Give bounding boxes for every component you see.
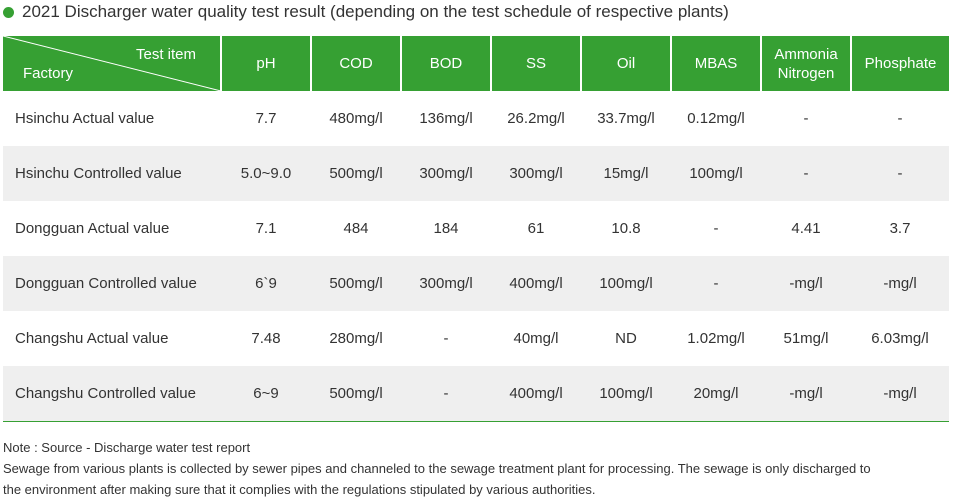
note-line: the environment after making sure that i… [3,482,596,497]
table-cell: 400mg/l [491,256,581,311]
column-header: Phosphate [850,36,949,91]
table-cell: -mg/l [761,256,851,311]
bullet-dot-icon [3,6,14,18]
table-row: Hsinchu Actual value 7.7 480mg/l 136mg/l 26.… [3,91,949,146]
table-cell: 500mg/l [311,256,401,311]
column-header: Ammonia Nitrogen [760,36,851,91]
table-cell: 400mg/l [491,366,581,422]
table-cell: - [803,110,809,127]
table-cell: 280mg/l [329,330,383,347]
table-cell: 1.02mg/l [687,330,745,347]
table-cell: ND [615,330,637,347]
table-cell: 6`9 [221,256,311,311]
table-cell: 33.7mg/l [597,110,655,127]
table-title: 2021 Discharger water quality test resul… [3,0,729,24]
table-cell: - [401,366,491,422]
factory-label: Factory [23,65,74,82]
title-text: 2021 Discharger water quality test resul… [22,2,729,21]
table-cell: -mg/l [851,256,949,311]
table-cell: 100mg/l [671,146,761,201]
table-cell: 480mg/l [329,110,383,127]
table-cell: 6~9 [221,366,311,422]
table-cell: - [713,220,719,237]
table-cell: 300mg/l [401,256,491,311]
table-cell: 10.8 [611,220,641,237]
table-row: Hsinchu Controlled value 5.0~9.0 500mg/l 30… [3,146,949,201]
table-cell: - [761,146,851,201]
test-item-label: Test item [135,46,196,63]
table-row: Dongguan Actual value 7.1 484 184 61 10.8 - 4.4… [3,201,949,256]
table-cell: 500mg/l [311,366,401,422]
table-cell: 184 [433,220,459,237]
table-cell: 300mg/l [491,146,581,201]
table-cell: 40mg/l [513,330,559,347]
table-row: Dongguan Controlled value 6`9 500mg/l 300mg… [3,256,949,311]
table-row: Changshu Controlled value 6~9 500mg/l -400m… [3,366,949,422]
table-cell: 51mg/l [783,330,829,347]
table-cell: - [897,110,903,127]
column-header: BOD [400,36,491,91]
note-source: Note : Source - Discharge water test rep… [3,440,251,455]
table-cell: 0.12mg/l [687,110,745,127]
table-cell: - [443,330,449,347]
table-cell: 500mg/l [311,146,401,201]
table-cell: 15mg/l [581,146,671,201]
table-cell: -mg/l [761,366,851,422]
table-cell: 300mg/l [401,146,491,201]
corner-header-cell: Test item Factory [3,36,221,91]
table-row: Changshu Actual value 7.48 280mg/l - 40mg/l N… [3,311,949,366]
table-cell: -mg/l [851,366,949,422]
table-cell: 26.2mg/l [507,110,565,127]
water-quality-table: Test item Factory pH COD BOD SS Oil MBAS… [3,36,949,422]
table-cell: 3.7 [889,220,911,237]
table-cell: 61 [527,220,545,237]
row-label: Changshu Actual value [15,330,169,347]
table-cell: 6.03mg/l [871,330,929,347]
row-label: Changshu Controlled value [3,366,221,422]
column-header: pH [220,36,311,91]
notes: Note : Source - Discharge water test rep… [3,437,953,500]
table-cell: - [671,256,761,311]
table-cell: 7.7 [255,110,277,127]
table-cell: 484 [343,220,369,237]
table-cell: - [851,146,949,201]
column-header: MBAS [670,36,761,91]
table-cell: 4.41 [791,220,821,237]
table-cell: 136mg/l [419,110,473,127]
note-line: Sewage from various plants is collected … [3,461,871,476]
diagonal-divider [3,36,221,91]
row-label: Hsinchu Actual value [15,110,155,127]
column-header: SS [490,36,581,91]
table-cell: 100mg/l [581,256,671,311]
row-label: Dongguan Actual value [15,220,170,237]
table-cell: 7.1 [255,220,277,237]
table-cell: 100mg/l [581,366,671,422]
header-row: Test item Factory pH COD BOD SS Oil MBAS… [3,36,949,91]
column-header: Oil [580,36,671,91]
column-header: COD [310,36,401,91]
table-cell: 7.48 [251,330,281,347]
row-label: Dongguan Controlled value [3,256,221,311]
table-cell: 20mg/l [671,366,761,422]
row-label: Hsinchu Controlled value [3,146,221,201]
table-cell: 5.0~9.0 [221,146,311,201]
